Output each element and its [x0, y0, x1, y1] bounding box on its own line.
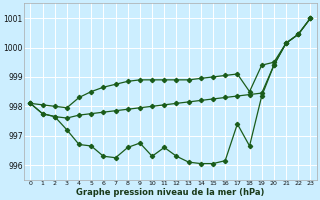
- X-axis label: Graphe pression niveau de la mer (hPa): Graphe pression niveau de la mer (hPa): [76, 188, 265, 197]
